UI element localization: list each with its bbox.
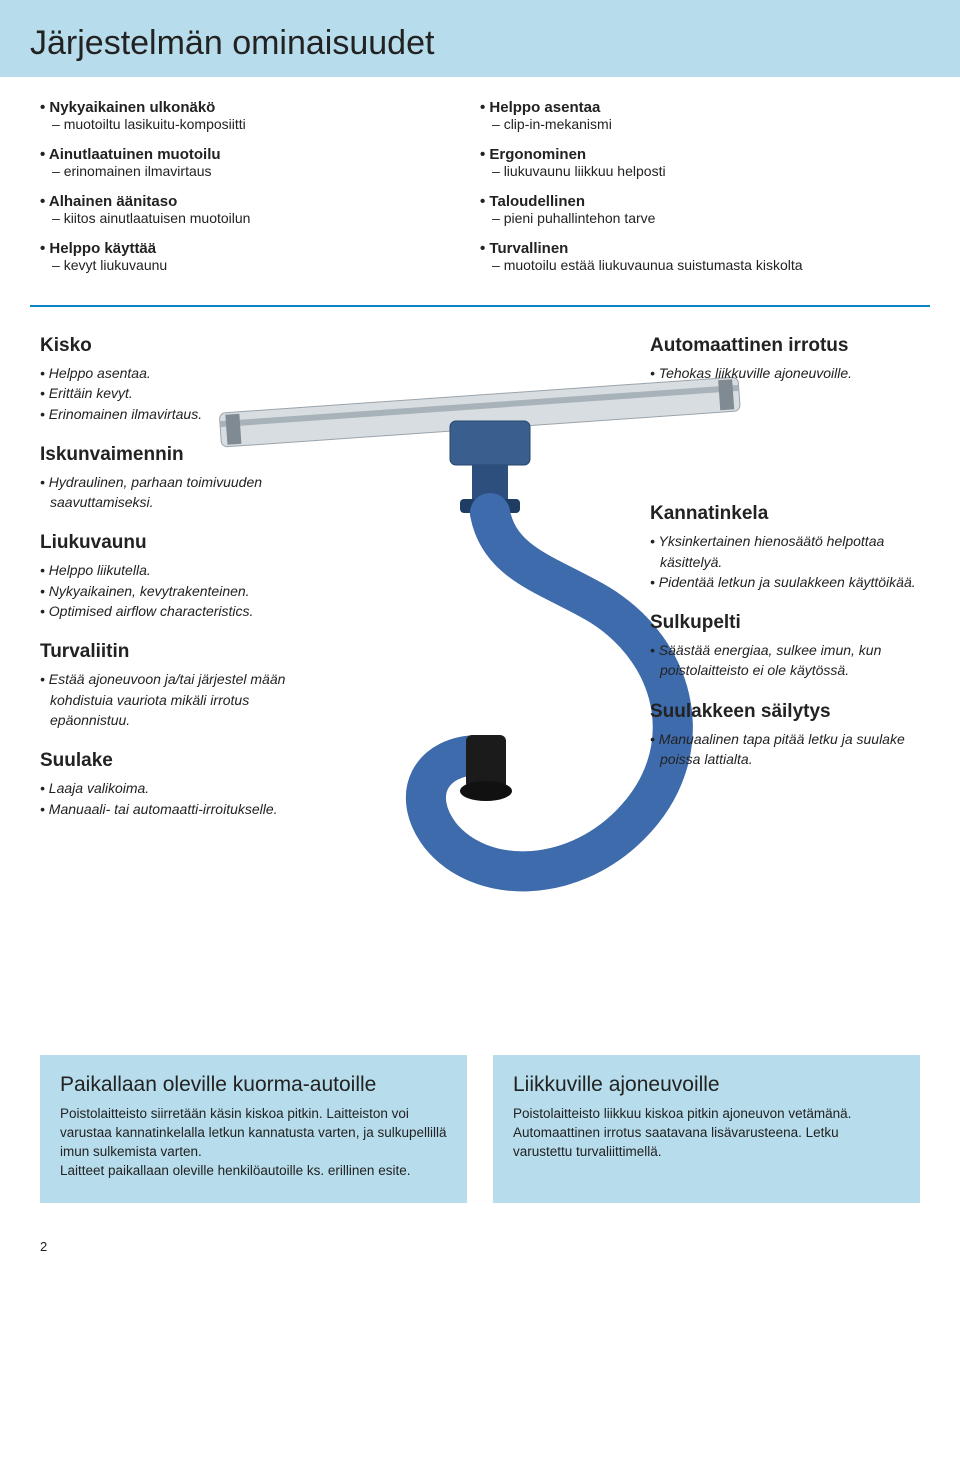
callout-section: Kannatinkela Yksinkertainen hienosäätö he…: [650, 503, 920, 592]
feature-item: Ergonominenliukuvaunu liikkuu helposti: [480, 146, 896, 179]
callout-item: Nykyaikainen, kevytrakenteinen.: [40, 581, 320, 601]
callout-title: Iskunvaimennin: [40, 444, 320, 466]
callout-section: Automaattinen irrotus Tehokas liikkuville…: [650, 335, 920, 383]
feature-sub: kevyt liukuvaunu: [52, 257, 456, 273]
feature-item: Helppo käyttääkevyt liukuvaunu: [40, 240, 456, 273]
callout-list: Manuaalinen tapa pitää letku ja suulake …: [650, 729, 920, 770]
box-title: Paikallaan oleville kuorma-autoille: [60, 1073, 447, 1097]
feature-main: Ainutlaatuinen muotoilu: [40, 146, 456, 163]
callout-list: Säästää energiaa, sulkee imun, kun poist…: [650, 640, 920, 681]
callout-section: Kisko Helppo asentaa.Erittäin kevyt.Erino…: [40, 335, 320, 424]
callout-title: Automaattinen irrotus: [650, 335, 920, 357]
feature-item: Helppo asentaaclip-in-mekanismi: [480, 99, 896, 132]
feature-main: Alhainen äänitaso: [40, 193, 456, 210]
callout-list: Estää ajoneuvoon ja/tai järjestel mään k…: [40, 669, 320, 730]
callout-item: Säästää energiaa, sulkee imun, kun poist…: [650, 640, 920, 681]
feature-item: Turvallinenmuotoilu estää liukuvaunua su…: [480, 240, 896, 273]
callout-section: Iskunvaimennin Hydraulinen, parhaan toimi…: [40, 444, 320, 513]
features-col-right: Helppo asentaaclip-in-mekanismi Ergonomin…: [480, 99, 920, 287]
feature-item: Taloudellinenpieni puhallintehon tarve: [480, 193, 896, 226]
callout-item: Pidentää letkun ja suulakkeen käyttöikää…: [650, 572, 920, 592]
box-body: Poistolaitteisto siirretään käsin kiskoa…: [60, 1105, 447, 1181]
callout-section: Suulakkeen säilytys Manuaalinen tapa pitä…: [650, 701, 920, 770]
callout-title: Suulakkeen säilytys: [650, 701, 920, 723]
callout-list: Laaja valikoima.Manuaali- tai automaatti…: [40, 778, 320, 819]
callouts-right: Automaattinen irrotus Tehokas liikkuville…: [650, 335, 920, 789]
feature-sub: muotoiltu lasikuitu-komposiitti: [52, 116, 456, 132]
feature-sub: pieni puhallintehon tarve: [492, 210, 896, 226]
callout-item: Manuaalinen tapa pitää letku ja suulake …: [650, 729, 920, 770]
feature-sub: liukuvaunu liikkuu helposti: [492, 163, 896, 179]
feature-main: Helppo asentaa: [480, 99, 896, 116]
box-moving: Liikkuville ajoneuvoille Poistolaitteist…: [493, 1055, 920, 1203]
callout-list: Helppo liikutella.Nykyaikainen, kevytrak…: [40, 560, 320, 621]
callout-title: Suulake: [40, 750, 320, 772]
callouts-left: Kisko Helppo asentaa.Erittäin kevyt.Erino…: [40, 335, 320, 839]
callout-list: Tehokas liikkuville ajoneuvoille.: [650, 363, 920, 383]
feature-main: Taloudellinen: [480, 193, 896, 210]
callout-item: Laaja valikoima.: [40, 778, 320, 798]
callout-item: Estää ajoneuvoon ja/tai järjestel mään k…: [40, 669, 320, 730]
feature-main: Helppo käyttää: [40, 240, 456, 257]
page-title: Järjestelmän ominaisuudet: [30, 24, 930, 63]
box-title: Liikkuville ajoneuvoille: [513, 1073, 900, 1097]
feature-main: Nykyaikainen ulkonäkö: [40, 99, 456, 116]
callout-section: Suulake Laaja valikoima.Manuaali- tai aut…: [40, 750, 320, 819]
callout-list: Helppo asentaa.Erittäin kevyt.Erinomaine…: [40, 363, 320, 424]
callout-item: Manuaali- tai automaatti-irroitukselle.: [40, 799, 320, 819]
features-grid: Nykyaikainen ulkonäkömuotoiltu lasikuitu…: [0, 77, 960, 305]
info-boxes: Paikallaan oleville kuorma-autoille Pois…: [0, 1055, 960, 1233]
callout-list: Hydraulinen, parhaan toimivuuden saavutt…: [40, 472, 320, 513]
callout-item: Hydraulinen, parhaan toimivuuden saavutt…: [40, 472, 320, 513]
callout-item: Erittäin kevyt.: [40, 383, 320, 403]
box-stationary: Paikallaan oleville kuorma-autoille Pois…: [40, 1055, 467, 1203]
callout-item: Yksinkertainen hienosäätö helpottaa käsi…: [650, 531, 920, 572]
callout-item: Helppo liikutella.: [40, 560, 320, 580]
page-number: 2: [0, 1233, 960, 1274]
callout-title: Kisko: [40, 335, 320, 357]
box-body: Poistolaitteisto liikkuu kiskoa pitkin a…: [513, 1105, 900, 1162]
callout-section: Turvaliitin Estää ajoneuvoon ja/tai järje…: [40, 641, 320, 730]
callout-item: Optimised airflow characteristics.: [40, 601, 320, 621]
features-col-left: Nykyaikainen ulkonäkömuotoiltu lasikuitu…: [40, 99, 480, 287]
callout-title: Liukuvaunu: [40, 532, 320, 554]
feature-item: Ainutlaatuinen muotoiluerinomainen ilmav…: [40, 146, 456, 179]
callout-list: Yksinkertainen hienosäätö helpottaa käsi…: [650, 531, 920, 592]
feature-main: Ergonominen: [480, 146, 896, 163]
feature-sub: kiitos ainutlaatuisen muotoilun: [52, 210, 456, 226]
callout-title: Kannatinkela: [650, 503, 920, 525]
feature-sub: clip-in-mekanismi: [492, 116, 896, 132]
callout-item: Erinomainen ilmavirtaus.: [40, 404, 320, 424]
callout-section: Liukuvaunu Helppo liikutella.Nykyaikainen…: [40, 532, 320, 621]
product-area: Kisko Helppo asentaa.Erittäin kevyt.Erino…: [0, 335, 960, 1055]
callout-item: Helppo asentaa.: [40, 363, 320, 383]
divider: [30, 305, 930, 307]
callout-item: Tehokas liikkuville ajoneuvoille.: [650, 363, 920, 383]
feature-main: Turvallinen: [480, 240, 896, 257]
feature-item: Nykyaikainen ulkonäkömuotoiltu lasikuitu…: [40, 99, 456, 132]
feature-item: Alhainen äänitasokiitos ainutlaatuisen m…: [40, 193, 456, 226]
feature-sub: erinomainen ilmavirtaus: [52, 163, 456, 179]
callout-section: Sulkupelti Säästää energiaa, sulkee imun,…: [650, 612, 920, 681]
callout-title: Sulkupelti: [650, 612, 920, 634]
callout-title: Turvaliitin: [40, 641, 320, 663]
banner: Järjestelmän ominaisuudet: [0, 0, 960, 77]
feature-sub: muotoilu estää liukuvaunua suistumasta k…: [492, 257, 896, 273]
